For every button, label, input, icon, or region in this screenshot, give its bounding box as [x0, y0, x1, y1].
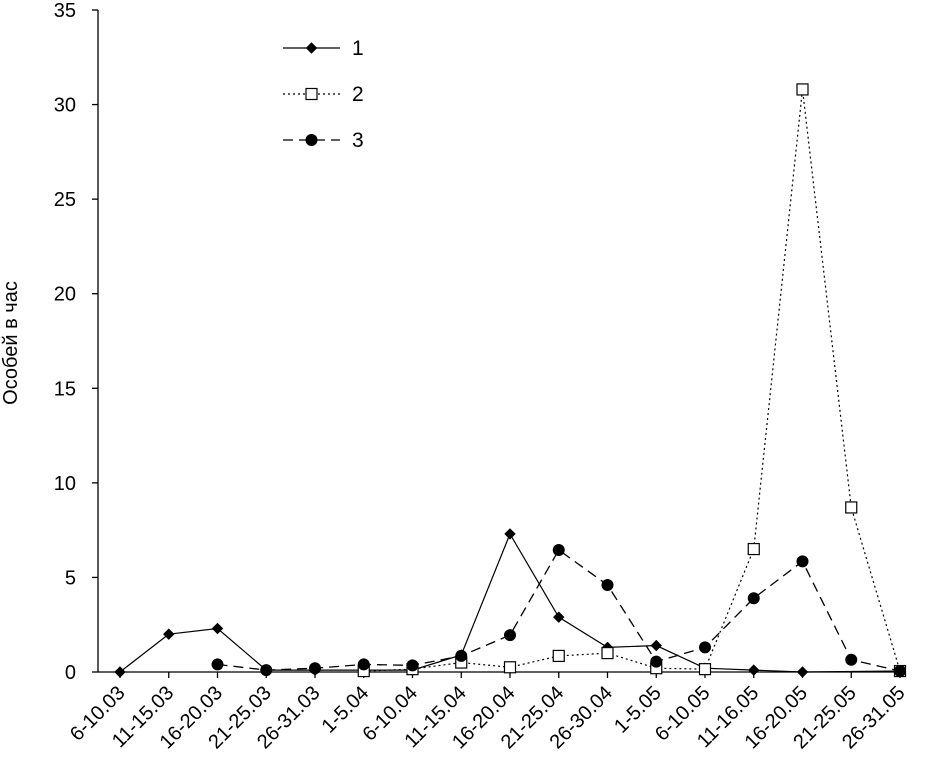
series-3-line — [217, 549, 901, 672]
series-3-point — [504, 629, 516, 642]
series-3-point — [211, 658, 224, 671]
series-2-point — [796, 83, 809, 96]
series-1-point — [796, 666, 809, 678]
y-tick-label: 15 — [54, 378, 76, 400]
y-tick-label: 20 — [54, 284, 76, 306]
series-1 — [114, 528, 906, 678]
legend-marker — [305, 134, 318, 146]
series-3-point — [260, 664, 273, 677]
legend-label: 1 — [352, 37, 364, 60]
series-3-point — [894, 665, 906, 678]
series-1-point — [163, 628, 175, 640]
series-2-point — [552, 649, 565, 663]
series-1-point — [114, 666, 126, 678]
series-2-point — [503, 661, 517, 674]
series-1-point — [748, 664, 760, 676]
series-3-point — [455, 649, 468, 662]
y-tick-label: 30 — [54, 95, 76, 117]
series-3-point — [845, 653, 858, 666]
y-axis-label: Особей в час — [0, 281, 22, 405]
series-1-point — [650, 639, 662, 652]
y-tick-label: 10 — [54, 473, 76, 495]
series-1-point — [504, 528, 516, 540]
legend-label: 3 — [352, 129, 364, 152]
series-3 — [211, 544, 906, 678]
y-tick-label: 35 — [54, 0, 76, 22]
axes — [97, 10, 900, 673]
series-2 — [357, 83, 907, 678]
legend: 1 2 3 — [283, 37, 364, 152]
legend-label: 2 — [352, 83, 364, 106]
series-3-point — [601, 578, 614, 591]
series-3-point — [406, 659, 419, 672]
legend-marker — [305, 87, 318, 101]
x-axis-ticks: 6-10.0311-15.0316-20.0321-25.0326-31.031… — [66, 672, 910, 753]
series-3-point — [357, 658, 370, 671]
y-tick-label: 5 — [65, 567, 76, 589]
legend-item-1: 1 — [283, 37, 364, 60]
series-3-point — [650, 655, 663, 668]
series-2-point — [747, 542, 760, 556]
series-2-point — [601, 646, 614, 660]
series-group — [114, 83, 907, 678]
series-1-point — [553, 611, 565, 623]
legend-marker — [305, 42, 318, 54]
series-1-point — [211, 622, 224, 635]
series-2-point — [845, 501, 858, 514]
y-tick-label: 0 — [65, 662, 76, 684]
series-3-point — [747, 592, 760, 605]
series-3-point — [552, 544, 565, 557]
series-2-point — [698, 663, 712, 676]
series-3-point — [699, 641, 711, 654]
series-3-point — [309, 662, 321, 675]
legend-item-2: 2 — [283, 83, 364, 106]
series-2-line — [363, 89, 901, 672]
y-tick-label: 25 — [54, 189, 76, 211]
series-1-line — [119, 532, 901, 673]
y-axis-ticks: 0 5 10 15 20 25 30 35 — [54, 0, 98, 684]
legend-item-3: 3 — [283, 129, 364, 152]
series-3-point — [796, 555, 809, 568]
